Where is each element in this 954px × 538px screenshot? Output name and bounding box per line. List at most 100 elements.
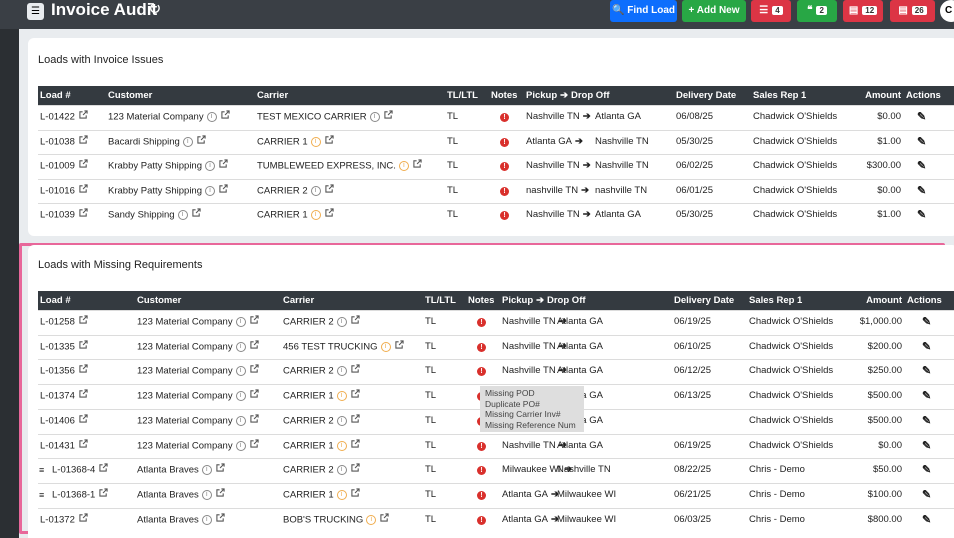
column-header[interactable]: Amount [865, 90, 901, 101]
external-link-icon[interactable] [249, 409, 259, 433]
load-number[interactable]: L-01368-1 [52, 489, 96, 501]
add-new-button[interactable]: + Add New [682, 0, 746, 22]
info-icon[interactable]: i [366, 514, 377, 525]
note-icon[interactable]: ! [500, 137, 509, 147]
column-header[interactable]: Carrier [283, 295, 315, 306]
external-link-icon[interactable] [79, 359, 88, 383]
note-icon[interactable]: ! [477, 342, 486, 352]
external-link-icon[interactable] [351, 434, 360, 458]
load-number[interactable]: L-01038 [40, 136, 75, 148]
column-header[interactable]: Delivery Date [676, 90, 737, 101]
edit-button[interactable]: ✎ [917, 135, 927, 148]
column-header[interactable]: Customer [137, 295, 182, 306]
column-header[interactable]: Delivery Date [674, 295, 735, 306]
external-link-icon[interactable] [351, 384, 360, 408]
external-link-icon[interactable] [220, 105, 230, 129]
external-link-icon[interactable] [79, 310, 88, 334]
edit-button[interactable]: ✎ [917, 209, 927, 221]
find-load-button[interactable]: 🔍 Find Load [610, 0, 677, 22]
info-icon[interactable]: i [310, 185, 321, 196]
external-link-icon[interactable] [79, 384, 88, 408]
external-link-icon[interactable] [79, 179, 88, 203]
column-header[interactable]: TL/LTL [447, 90, 478, 101]
external-link-icon[interactable] [79, 409, 88, 433]
column-header[interactable]: Customer [108, 90, 153, 101]
load-number[interactable]: L-01372 [40, 514, 75, 526]
column-header[interactable]: Sales Rep 1 [753, 90, 807, 101]
info-icon[interactable]: i [201, 489, 212, 500]
badge-button[interactable]: ▤ 26 [890, 0, 935, 22]
edit-button[interactable]: ✎ [922, 340, 932, 353]
info-icon[interactable]: i [235, 317, 246, 327]
load-number[interactable]: L-01335 [40, 341, 75, 353]
info-icon[interactable]: i [177, 210, 188, 220]
external-link-icon[interactable] [351, 359, 360, 383]
badge-button[interactable]: ▤ 12 [843, 0, 883, 22]
column-header[interactable]: Pickup ➔ [502, 295, 545, 306]
column-header[interactable]: Actions [906, 90, 941, 101]
external-link-icon[interactable] [216, 508, 225, 532]
info-icon[interactable]: i [205, 161, 216, 171]
info-icon[interactable]: i [336, 317, 347, 327]
column-header[interactable]: Load # [40, 295, 71, 306]
load-number[interactable]: L-01422 [40, 111, 75, 123]
load-number[interactable]: L-01431 [40, 440, 75, 452]
note-icon[interactable]: ! [477, 490, 486, 500]
info-icon[interactable]: i [201, 514, 212, 525]
info-icon[interactable]: i [235, 440, 246, 451]
external-link-icon[interactable] [380, 508, 389, 532]
edit-button[interactable]: ✎ [922, 488, 932, 501]
external-link-icon[interactable] [216, 458, 225, 482]
column-header[interactable]: Amount [866, 295, 902, 306]
edit-button[interactable]: ✎ [922, 464, 932, 477]
info-icon[interactable]: i [235, 341, 246, 352]
info-icon[interactable]: i [336, 465, 347, 476]
external-link-icon[interactable] [79, 105, 88, 129]
info-icon[interactable]: i [235, 391, 246, 402]
edit-button[interactable]: ✎ [922, 316, 932, 328]
load-number[interactable]: L-01258 [40, 316, 75, 328]
external-link-icon[interactable] [197, 130, 206, 154]
load-number[interactable]: L-01368-4 [52, 464, 96, 476]
external-link-icon[interactable] [249, 335, 259, 359]
external-link-icon[interactable] [383, 105, 393, 129]
note-icon[interactable]: ! [500, 162, 509, 171]
column-header[interactable]: Notes [491, 90, 518, 101]
external-link-icon[interactable] [219, 179, 228, 203]
edit-button[interactable]: ✎ [922, 439, 932, 452]
column-header[interactable]: Notes [468, 295, 495, 306]
edit-button[interactable]: ✎ [922, 414, 932, 427]
info-icon[interactable]: i [380, 341, 391, 352]
column-header[interactable]: Load # [40, 90, 71, 101]
load-number[interactable]: L-01356 [40, 365, 75, 377]
external-link-icon[interactable] [249, 384, 259, 408]
load-number[interactable]: L-01406 [40, 415, 75, 427]
external-link-icon[interactable] [79, 335, 88, 359]
info-icon[interactable]: i [336, 391, 347, 402]
external-link-icon[interactable] [79, 508, 88, 532]
external-link-icon[interactable] [394, 335, 404, 359]
column-header[interactable]: TL/LTL [425, 295, 456, 306]
edit-button[interactable]: ✎ [917, 111, 927, 123]
info-icon[interactable]: i [201, 465, 212, 476]
column-header[interactable]: Actions [907, 295, 942, 306]
edit-button[interactable]: ✎ [922, 365, 932, 378]
load-number[interactable]: L-01009 [40, 160, 75, 172]
external-link-icon[interactable] [99, 483, 108, 507]
load-number[interactable]: L-01374 [40, 390, 75, 402]
info-icon[interactable]: i [205, 185, 216, 196]
external-link-icon[interactable] [249, 359, 259, 383]
note-icon[interactable]: ! [500, 211, 509, 220]
info-icon[interactable]: i [235, 366, 246, 377]
edit-button[interactable]: ✎ [917, 184, 927, 197]
menu-button[interactable]: ☰ [27, 3, 44, 20]
badge-button[interactable]: ☰ 4 [751, 0, 791, 22]
note-icon[interactable]: ! [500, 186, 509, 196]
load-number[interactable]: L-01039 [40, 209, 75, 221]
external-link-icon[interactable] [79, 130, 88, 154]
info-icon[interactable]: i [182, 136, 193, 147]
info-icon[interactable]: i [369, 112, 380, 122]
info-icon[interactable]: i [206, 112, 217, 122]
external-link-icon[interactable] [249, 434, 259, 458]
edit-button[interactable]: ✎ [922, 513, 932, 526]
